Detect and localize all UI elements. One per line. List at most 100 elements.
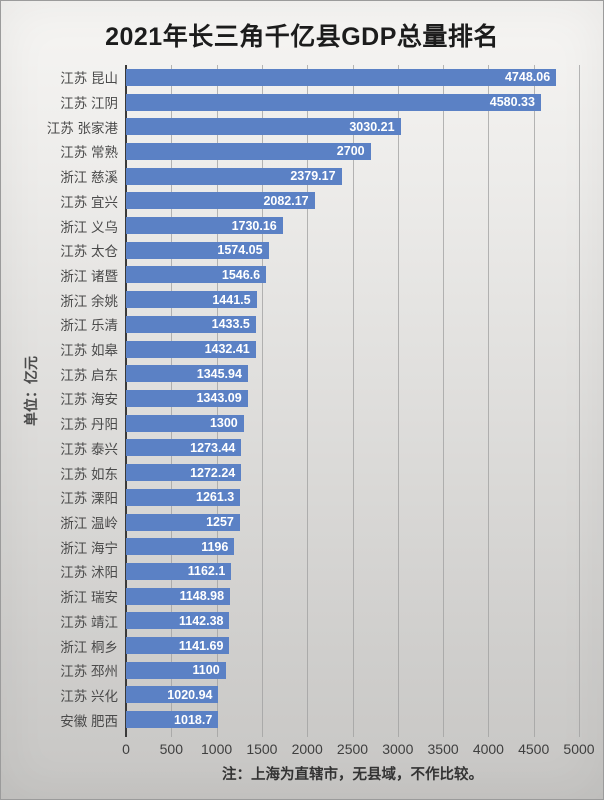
bar-row: 浙江 诸暨 1546.6 [1,263,603,288]
category-label: 浙江 桐乡 [60,639,118,655]
bar-row: 江苏 如皋 1432.41 [1,337,603,362]
bar: 1574.05 [126,241,269,259]
bar-track: 1257 [126,513,579,531]
category-label: 江苏 邳州 [60,664,118,680]
x-tick-label: 0 [122,741,130,757]
bar-row: 江苏 张家港 3030.21 [1,114,603,139]
category-label: 浙江 海宁 [60,540,118,556]
category-label: 江苏 靖江 [60,614,118,630]
x-tick-label: 4500 [518,741,550,757]
bar: 1433.5 [126,315,256,333]
gridline [533,65,535,737]
bar-value-label: 2700 [336,144,365,159]
gridline [352,65,354,737]
bar-track: 2379.17 [126,167,579,185]
bar-row: 江苏 海安 1343.09 [1,386,603,411]
bar-row: 江苏 宜兴 2082.17 [1,189,603,214]
bar-value-label: 1273.44 [190,440,236,455]
gridline [443,65,445,737]
bar-value-label: 1300 [209,416,238,431]
bar: 2700 [126,142,371,160]
bar: 1343.09 [126,389,248,407]
bar: 1162.1 [126,562,232,580]
bar-value-label: 1441.5 [212,292,251,307]
bar-value-label: 1432.41 [204,342,250,357]
bar: 3030.21 [126,118,401,136]
category-label: 安徽 肥西 [60,713,118,729]
bar-row: 浙江 余姚 1441.5 [1,287,603,312]
bar-row: 江苏 昆山 4748.06 [1,65,603,90]
bar: 1261.3 [126,488,241,506]
gridline [261,65,263,737]
bar-track: 1300 [126,414,579,432]
category-label: 浙江 慈溪 [60,170,118,186]
bar-track: 1261.3 [126,488,579,506]
bar-track: 2082.17 [126,192,579,210]
bar: 1148.98 [126,587,231,605]
bar-value-label: 1196 [201,539,229,554]
bar-row: 江苏 靖江 1142.38 [1,608,603,633]
category-label: 江苏 如东 [60,466,118,482]
bar-row: 江苏 太仓 1574.05 [1,238,603,263]
bar-value-label: 1546.6 [221,267,261,282]
bar-track: 1142.38 [126,612,579,630]
category-label: 浙江 温岭 [60,516,118,531]
category-label: 江苏 海安 [60,392,118,408]
category-label: 浙江 乐清 [60,318,118,334]
category-label: 江苏 张家港 [46,120,118,136]
bar-value-label: 1730.16 [231,218,277,233]
bar-row: 江苏 江阴 4580.33 [1,90,603,115]
category-label: 江苏 昆山 [60,71,118,87]
bar-track: 1196 [126,538,579,556]
bar: 2379.17 [126,167,342,185]
bar: 1257 [126,513,240,531]
bar: 1020.94 [126,686,219,704]
x-tick-label: 4000 [472,741,504,757]
x-tick-label: 500 [159,741,183,757]
bar-row: 安徽 肥西 1018.7 [1,707,603,732]
category-label: 浙江 瑞安 [60,590,118,606]
bar-track: 2700 [126,142,579,160]
bar-rows: 江苏 昆山 4748.06 江苏 江阴 4580.33 江苏 张家港 3030.21 江苏 … [1,65,603,732]
bar-value-label: 1141.69 [178,638,224,653]
bar-row: 江苏 启东 1345.94 [1,361,603,386]
bar-track: 4748.06 [126,68,579,86]
chart-title: 2021年长三角千亿县GDP总量排名 [105,23,499,51]
category-label: 江苏 宜兴 [60,194,118,210]
bar-value-label: 1162.1 [187,564,226,579]
category-label: 江苏 如皋 [60,343,118,359]
bar-track: 3030.21 [126,118,579,136]
x-tick-label: 2000 [291,741,323,757]
bar-value-label: 1343.09 [196,391,242,406]
bar: 1432.41 [126,340,256,358]
category-label: 江苏 太仓 [60,244,118,260]
x-tick-label: 3000 [382,741,414,757]
x-tick-label: 2500 [336,741,369,757]
gridline [307,65,309,737]
bar-value-label: 1018.7 [174,712,213,727]
category-label: 江苏 江阴 [60,96,118,112]
bar-value-label: 4748.06 [504,70,551,85]
bar: 1100 [126,661,226,679]
bar: 1018.7 [126,711,219,729]
x-tick-label: 1500 [246,741,278,757]
bar-row: 江苏 沭阳 1162.1 [1,559,603,584]
category-label: 江苏 兴化 [60,688,118,704]
bar-row: 浙江 温岭 1257 [1,510,603,535]
bar-row: 江苏 泰兴 1273.44 [1,436,603,461]
bar-value-label: 1433.5 [211,317,250,332]
bar-track: 1730.16 [126,217,579,235]
bar: 1441.5 [126,291,257,309]
bar: 1730.16 [126,217,283,235]
footnote: 注：上海为直辖市，无县域，不作比较。 [222,767,483,783]
bar: 1272.24 [126,464,242,482]
bar-row: 江苏 邳州 1100 [1,658,603,683]
x-axis-labels: 0 500 1000 1500 2000 2500 3000 3500 4000 4500 5000 [122,741,594,758]
bar: 2082.17 [126,192,315,210]
category-label: 江苏 沭阳 [60,565,118,581]
category-label: 浙江 义乌 [60,219,118,235]
bar: 1273.44 [126,439,242,457]
bar-value-label: 2379.17 [290,169,336,184]
bar-row: 浙江 瑞安 1148.98 [1,584,603,609]
bar: 4748.06 [126,68,557,86]
